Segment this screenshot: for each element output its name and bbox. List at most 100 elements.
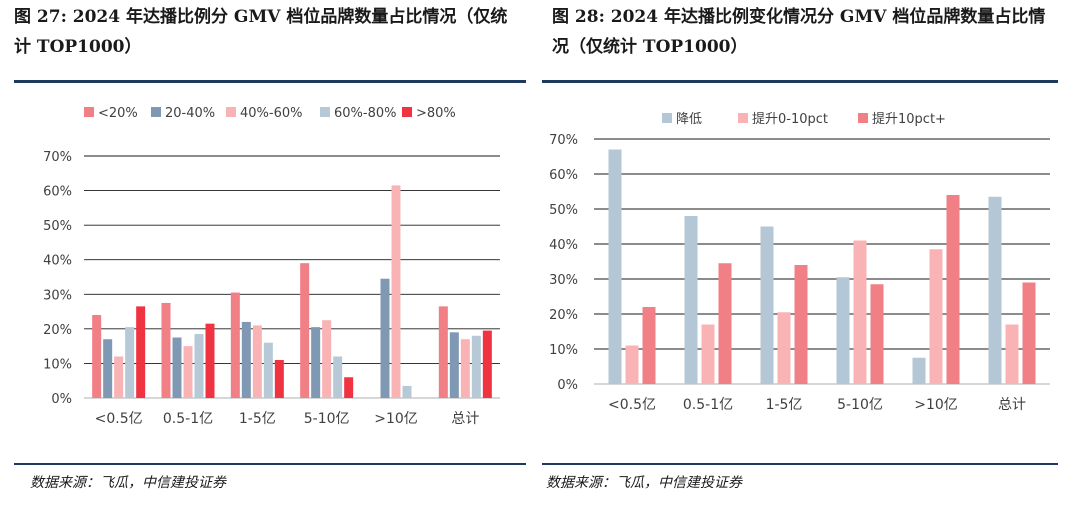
- chart-27-svg: 0% 10% 20% 30% 40% 50% 60% 70% <20% 20-40% 40%-60%…: [43, 106, 500, 427]
- x-category-label: <0.5亿: [608, 397, 656, 413]
- bar: [912, 357, 926, 384]
- bar: [988, 196, 1002, 384]
- bar: [608, 149, 622, 384]
- figure-28-panel: 图 28: 2024 年达播比例变化情况分 GMV 档位品牌数量占比情况（仅统计…: [538, 0, 1070, 510]
- bar: [322, 320, 332, 398]
- x-category-label: 0.5-1亿: [683, 397, 733, 413]
- y-tick-label: 50%: [549, 203, 578, 218]
- bar: [311, 327, 321, 398]
- bar: [760, 226, 774, 384]
- bar: [836, 277, 850, 384]
- bar: [300, 263, 310, 398]
- y-tick-label: 60%: [43, 185, 72, 200]
- bar: [194, 334, 204, 398]
- x-category-label: 1-5亿: [239, 411, 276, 427]
- y-tick-label: 30%: [43, 288, 72, 303]
- x-category-label: >10亿: [374, 411, 418, 427]
- y-tick-label: 10%: [43, 357, 72, 372]
- figure-28-title: 图 28: 2024 年达播比例变化情况分 GMV 档位品牌数量占比情况（仅统计…: [552, 7, 1046, 57]
- bar: [1022, 282, 1036, 384]
- legend-swatch: [151, 107, 161, 117]
- bar: [1005, 324, 1019, 384]
- bar: [125, 327, 135, 398]
- legend-label: 提升0-10pct: [752, 111, 828, 127]
- bar: [230, 292, 240, 398]
- x-category-label: 0.5-1亿: [163, 411, 213, 427]
- x-category-label: >10亿: [914, 397, 958, 413]
- bar: [701, 324, 715, 384]
- legend-swatch: [84, 107, 94, 117]
- legend-label: <20%: [98, 106, 138, 121]
- chart-28-svg: 0% 10% 20% 30% 40% 50% 60% 70% 降低 提升0-10pct 提升10pc…: [549, 111, 1050, 413]
- bar: [344, 377, 354, 398]
- y-tick-label: 20%: [43, 323, 72, 338]
- legend-label: 提升10pct+: [872, 111, 946, 127]
- bar: [161, 302, 171, 398]
- bar: [183, 346, 193, 398]
- bar: [684, 216, 698, 384]
- bar: [449, 332, 459, 398]
- y-tick-label: 20%: [549, 308, 578, 323]
- legend-swatch: [662, 113, 672, 123]
- bar: [471, 335, 481, 398]
- bar: [136, 306, 146, 398]
- y-tick-label: 40%: [549, 238, 578, 253]
- bar: [870, 284, 884, 384]
- legend-label: 20-40%: [165, 106, 215, 121]
- bottom-rule: [14, 463, 526, 465]
- bar: [929, 249, 943, 384]
- y-tick-label: 70%: [43, 150, 72, 165]
- bar: [252, 325, 262, 398]
- bar: [103, 339, 113, 398]
- bar: [380, 278, 390, 398]
- figure-27-source: 数据来源：飞瓜，中信建投证券: [30, 475, 226, 491]
- bar: [263, 342, 273, 398]
- x-category-label: 总计: [451, 411, 479, 427]
- bar: [402, 385, 412, 398]
- legend-label: 60%-80%: [334, 106, 396, 121]
- bar: [794, 265, 808, 384]
- bottom-rule: [542, 463, 1058, 465]
- legend-label: >80%: [416, 106, 456, 121]
- x-category-label: <0.5亿: [95, 411, 143, 427]
- bar: [333, 356, 343, 398]
- bar: [625, 345, 639, 384]
- x-category-label: 5-10亿: [837, 397, 883, 413]
- bar: [946, 195, 960, 384]
- bar: [438, 306, 448, 398]
- bar: [241, 321, 251, 398]
- bar: [92, 315, 102, 398]
- y-tick-label: 40%: [43, 254, 72, 269]
- y-tick-label: 30%: [549, 273, 578, 288]
- legend-swatch: [320, 107, 330, 117]
- legend-label: 40%-60%: [240, 106, 302, 121]
- x-category-label: 1-5亿: [766, 397, 803, 413]
- bar: [642, 307, 656, 384]
- y-tick-label: 0%: [51, 392, 72, 407]
- y-tick-label: 60%: [549, 168, 578, 183]
- y-tick-label: 10%: [549, 343, 578, 358]
- legend-label: 降低: [676, 112, 702, 127]
- bar: [460, 339, 470, 398]
- legend-swatch: [226, 107, 236, 117]
- y-tick-label: 70%: [549, 133, 578, 148]
- bar: [777, 312, 791, 384]
- legend-swatch: [738, 113, 748, 123]
- bar: [482, 330, 492, 398]
- bar: [391, 185, 401, 398]
- y-tick-label: 50%: [43, 219, 72, 234]
- top-rule: [14, 80, 526, 83]
- top-rule: [542, 80, 1058, 83]
- bar: [853, 240, 867, 384]
- x-category-label: 总计: [998, 397, 1026, 413]
- figure-27-title: 图 27: 2024 年达播比例分 GMV 档位品牌数量占比情况（仅统计 TOP…: [14, 7, 508, 57]
- bar: [274, 359, 284, 398]
- legend-swatch: [402, 107, 412, 117]
- bar: [114, 356, 124, 398]
- x-category-label: 5-10亿: [304, 411, 350, 427]
- bar: [172, 337, 182, 398]
- y-tick-label: 0%: [557, 378, 578, 393]
- figure-27-panel: 图 27: 2024 年达播比例分 GMV 档位品牌数量占比情况（仅统计 TOP…: [0, 0, 530, 510]
- bar: [718, 263, 732, 384]
- bar: [205, 323, 215, 398]
